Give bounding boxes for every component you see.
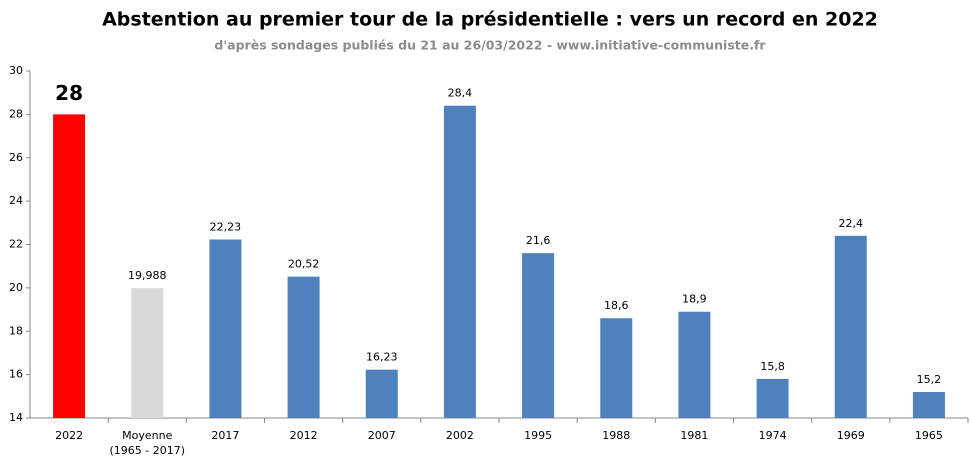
- value-label: 28,4: [448, 87, 473, 100]
- x-tick-label: 1981: [680, 429, 709, 442]
- y-tick-label: 24: [9, 194, 23, 207]
- value-label: 15,8: [760, 360, 785, 373]
- bar: [53, 114, 86, 418]
- bar: [365, 369, 398, 418]
- x-tick-label: 2017: [211, 429, 240, 442]
- y-tick-label: 28: [9, 107, 23, 120]
- y-tick-label: 16: [9, 368, 23, 381]
- x-tick-label: 2002: [445, 429, 474, 442]
- value-label: 22,4: [839, 217, 864, 230]
- bar: [600, 318, 633, 418]
- value-label: 16,23: [366, 351, 398, 364]
- y-tick-label: 14: [9, 411, 23, 424]
- value-label: 21,6: [526, 234, 551, 247]
- bar: [287, 276, 320, 418]
- x-tick-label: 1988: [602, 429, 631, 442]
- value-label: 18,9: [682, 293, 707, 306]
- bar: [678, 311, 711, 418]
- x-tick-label: 2022: [55, 429, 84, 442]
- bar: [209, 239, 242, 418]
- y-tick-label: 18: [9, 324, 23, 337]
- bar: [443, 105, 476, 418]
- y-tick-label: 26: [9, 151, 23, 164]
- value-label: 20,52: [288, 258, 320, 271]
- x-tick-label: 1974: [758, 429, 787, 442]
- bar: [834, 235, 867, 418]
- x-tick-label: 2007: [367, 429, 396, 442]
- value-label: 18,6: [604, 299, 629, 312]
- value-label: 22,23: [210, 221, 242, 234]
- chart-subtitle: d'après sondages publiés du 21 au 26/03/…: [214, 38, 766, 53]
- value-label: 28: [55, 81, 83, 105]
- bar: [131, 288, 164, 418]
- chart-title: Abstention au premier tour de la préside…: [102, 9, 878, 31]
- x-tick-label: 1969: [836, 429, 865, 442]
- x-tick-label: 1965: [914, 429, 943, 442]
- bar: [522, 253, 555, 418]
- bar: [912, 391, 945, 418]
- value-label: 19,988: [128, 269, 167, 282]
- y-tick-label: 20: [9, 281, 23, 294]
- y-tick-label: 22: [9, 238, 23, 251]
- x-tick-label: Moyenne (1965 - 2017): [109, 429, 186, 457]
- bar: [756, 378, 789, 418]
- x-tick-label: 1995: [524, 429, 553, 442]
- y-tick-label: 30: [9, 64, 23, 77]
- x-tick-label: 2012: [289, 429, 318, 442]
- value-label: 15,2: [917, 373, 942, 386]
